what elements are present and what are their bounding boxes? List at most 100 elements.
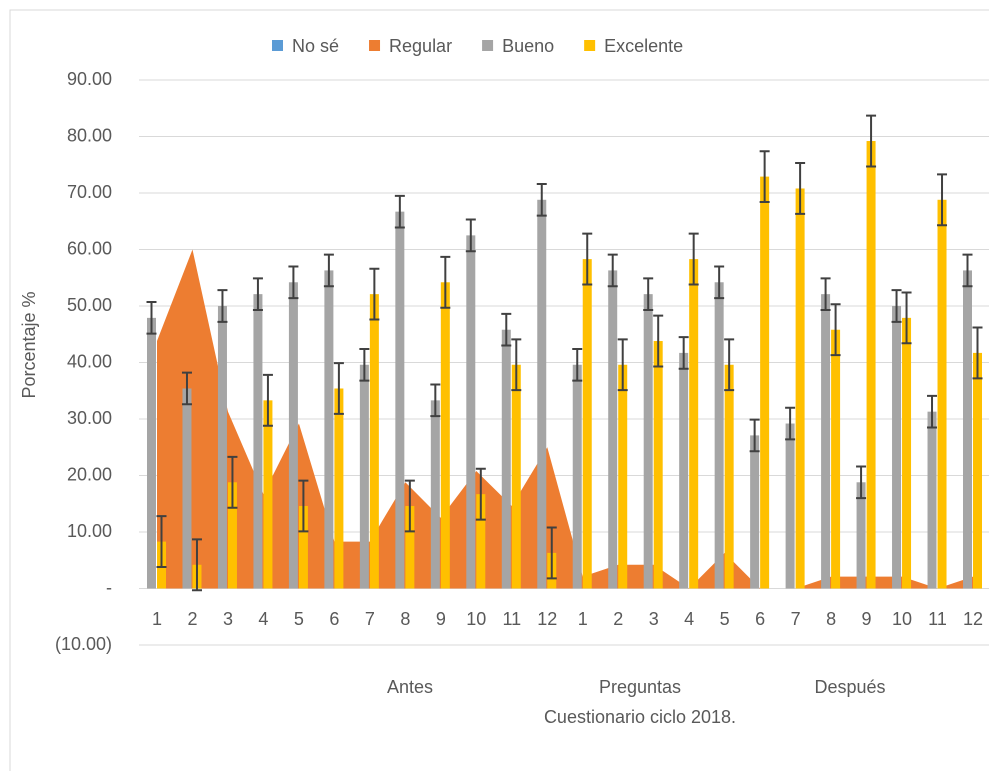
error-bar bbox=[795, 162, 806, 215]
bar bbox=[679, 352, 689, 589]
x-tick-label: 1 bbox=[152, 609, 162, 629]
error-bar bbox=[465, 218, 476, 253]
x-tick-label: 11 bbox=[928, 609, 947, 629]
bar bbox=[476, 494, 486, 589]
bar bbox=[501, 329, 511, 589]
bar bbox=[973, 352, 982, 589]
error-bar bbox=[678, 336, 689, 370]
bar bbox=[253, 294, 263, 589]
x-tick-label: 9 bbox=[436, 609, 446, 629]
bar bbox=[963, 270, 972, 589]
bar bbox=[511, 364, 521, 589]
bar bbox=[324, 270, 334, 589]
bar bbox=[430, 400, 440, 589]
error-bar bbox=[404, 479, 415, 533]
bar bbox=[653, 341, 663, 589]
chart-title: Cuestionario ciclo 2018. bbox=[544, 707, 736, 727]
x-tick-label: 4 bbox=[258, 609, 268, 629]
bar bbox=[608, 270, 618, 589]
y-tick-label: 70.00 bbox=[67, 182, 112, 202]
error-bar bbox=[866, 114, 877, 168]
y-tick-label: 80.00 bbox=[67, 125, 112, 145]
x-tick-label: 10 bbox=[892, 609, 912, 629]
bar bbox=[147, 317, 156, 589]
error-bar bbox=[227, 455, 238, 509]
legend-swatch bbox=[272, 40, 283, 51]
bar bbox=[760, 176, 770, 589]
legend-label: No sé bbox=[292, 36, 339, 56]
error-bar bbox=[749, 418, 760, 453]
error-bar bbox=[972, 326, 983, 380]
bar bbox=[369, 294, 379, 589]
chart-frame bbox=[9, 9, 989, 771]
error-bar bbox=[430, 383, 441, 418]
y-axis-title: Porcentaje % bbox=[19, 291, 39, 398]
bar bbox=[831, 329, 841, 589]
x-tick-label: 1 bbox=[578, 609, 588, 629]
bar bbox=[937, 199, 947, 589]
error-bar bbox=[617, 338, 628, 392]
error-bar bbox=[927, 394, 938, 429]
bar bbox=[288, 282, 298, 589]
x-tick-label: 9 bbox=[862, 609, 872, 629]
legend-label: Excelente bbox=[604, 36, 683, 56]
x-tick-label: 6 bbox=[329, 609, 339, 629]
x-tick-label: 7 bbox=[791, 609, 801, 629]
x-tick-label: 12 bbox=[963, 609, 983, 629]
error-bar bbox=[146, 301, 157, 335]
bar bbox=[724, 364, 734, 589]
x-tick-label: 6 bbox=[755, 609, 765, 629]
error-bar bbox=[901, 291, 912, 345]
x-tick-label: 8 bbox=[400, 609, 410, 629]
error-bar bbox=[830, 303, 841, 357]
x-tick-label: 12 bbox=[537, 609, 557, 629]
bar bbox=[298, 506, 308, 589]
bar bbox=[902, 317, 912, 589]
error-bar bbox=[572, 347, 583, 382]
bar bbox=[750, 435, 760, 589]
x-tick-label: 2 bbox=[187, 609, 197, 629]
error-bar bbox=[724, 338, 735, 392]
error-bar bbox=[962, 253, 973, 288]
error-bar bbox=[181, 371, 192, 406]
x-tick-label: 5 bbox=[294, 609, 304, 629]
bar bbox=[440, 282, 450, 589]
bar bbox=[795, 188, 805, 589]
bar bbox=[785, 423, 795, 589]
error-bar bbox=[217, 289, 228, 323]
x-tick-label: 10 bbox=[466, 609, 486, 629]
y-tick-label: 30.00 bbox=[67, 408, 112, 428]
x-tick-label: 8 bbox=[826, 609, 836, 629]
bar bbox=[572, 364, 582, 589]
legend-swatch bbox=[369, 40, 381, 51]
bar bbox=[821, 294, 831, 589]
bar bbox=[856, 482, 866, 589]
legend-label: Regular bbox=[389, 36, 452, 56]
error-bar bbox=[759, 150, 770, 204]
bar bbox=[405, 506, 415, 589]
y-tick-label: - bbox=[106, 577, 112, 597]
legend-swatch bbox=[482, 40, 494, 51]
error-bar bbox=[440, 255, 451, 309]
error-bar bbox=[643, 277, 654, 311]
y-tick-label: 10.00 bbox=[67, 521, 112, 541]
bar bbox=[927, 411, 937, 589]
error-bar bbox=[536, 182, 547, 217]
bar bbox=[866, 141, 876, 589]
bar bbox=[714, 282, 724, 589]
bar bbox=[227, 482, 237, 589]
error-bar bbox=[262, 373, 273, 427]
error-bar bbox=[511, 338, 522, 392]
error-bar bbox=[653, 314, 664, 368]
error-bar bbox=[156, 515, 167, 569]
x-tick-label: 3 bbox=[223, 609, 233, 629]
y-tick-label: 90.00 bbox=[67, 69, 112, 89]
error-bar bbox=[252, 277, 263, 311]
bar bbox=[537, 199, 547, 589]
bar bbox=[334, 388, 344, 589]
legend-swatch bbox=[584, 40, 596, 51]
error-bar bbox=[475, 467, 486, 521]
y-tick-label: 20.00 bbox=[67, 464, 112, 484]
x-tick-label: 11 bbox=[502, 609, 521, 629]
error-bar bbox=[891, 289, 902, 323]
